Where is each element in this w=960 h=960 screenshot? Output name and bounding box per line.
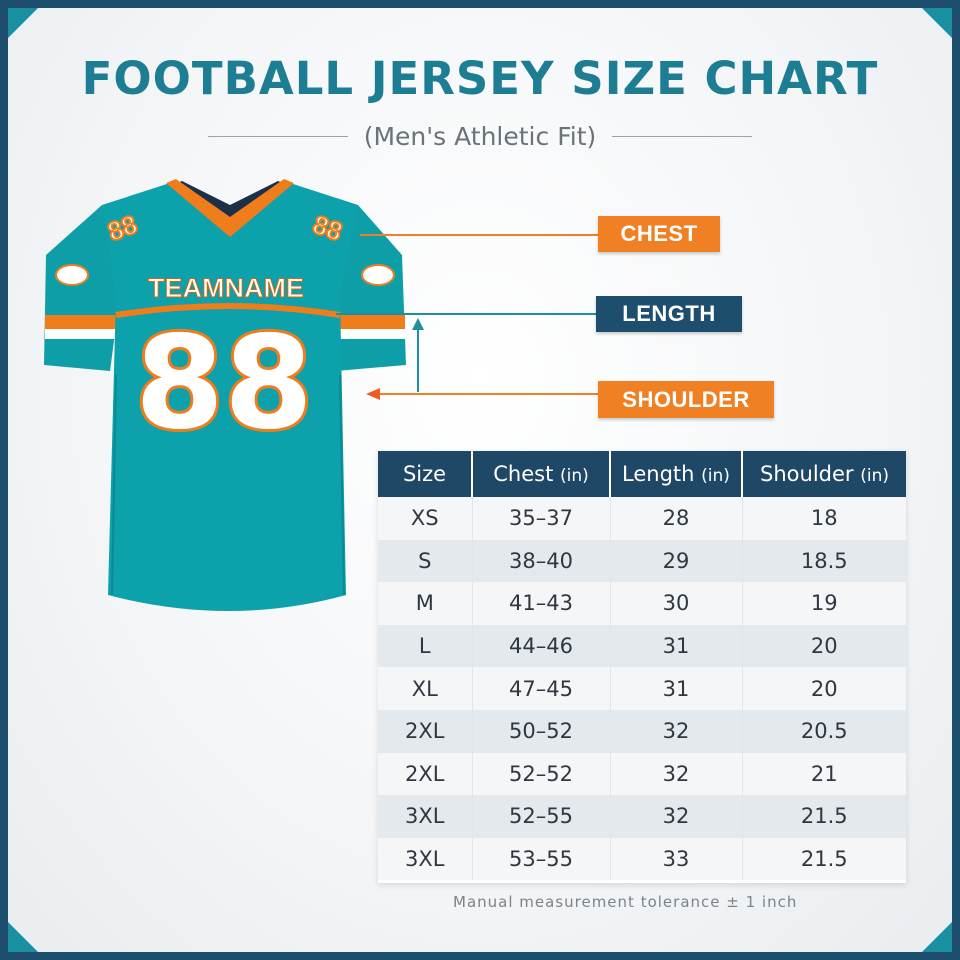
header-length: Length (in): [610, 451, 743, 497]
subtitle-row: (Men's Athletic Fit): [0, 118, 960, 154]
shoulder-label: SHOULDER: [598, 381, 774, 418]
collar-inner: [172, 181, 288, 221]
right-sleeve-logo: [361, 264, 395, 286]
cell-chest: 35–37: [472, 497, 611, 540]
cell-size: M: [378, 582, 473, 625]
page-title: FOOTBALL JERSEY SIZE CHART: [81, 52, 879, 105]
yoke-trim: [115, 303, 341, 318]
side-seam-right: [339, 374, 345, 596]
left-sleeve-stripe-white: [45, 329, 117, 339]
jersey-front-number: 88: [135, 309, 313, 458]
size-table-container: Size Chest (in) Length (in) Shoulder (in…: [378, 451, 906, 883]
table-row: XL 47–45 31 20: [378, 667, 906, 710]
cell-chest: 50–52: [472, 709, 611, 753]
table-row: M 41–43 30 19: [378, 582, 906, 625]
chest-label: CHEST: [598, 216, 720, 252]
shoulder-arrow-icon: [366, 388, 598, 400]
cell-shoulder: 21.5: [742, 795, 906, 838]
cell-size: L: [378, 624, 473, 668]
cell-shoulder: 21.5: [742, 837, 906, 881]
cell-shoulder: 18: [742, 497, 906, 540]
cell-chest: 38–40: [472, 539, 611, 583]
cell-size: 2XL: [378, 752, 473, 796]
table-row: 2XL 50–52 32 20.5: [378, 709, 906, 753]
length-label: LENGTH: [596, 296, 742, 332]
cell-length: 32: [610, 795, 743, 838]
corner-accent-bottom-left: [8, 922, 38, 952]
cell-length: 30: [610, 582, 743, 625]
corner-accent-top-left: [8, 8, 38, 38]
table-header-row: Size Chest (in) Length (in) Shoulder (in…: [378, 451, 906, 497]
corner-accent-top-right: [922, 8, 952, 38]
cell-length: 28: [610, 497, 743, 540]
cell-shoulder: 20: [742, 667, 906, 710]
cell-size: S: [378, 539, 473, 583]
table-row: L 44–46 31 20: [378, 624, 906, 668]
table-row: 3XL 53–55 33 21.5: [378, 837, 906, 881]
left-sleeve-logo: [55, 264, 89, 286]
header-shoulder: Shoulder (in): [742, 451, 906, 497]
right-sleeve-stripe-white: [333, 329, 405, 339]
chest-pointer-line: [360, 234, 598, 236]
cell-chest: 47–45: [472, 667, 611, 710]
cell-chest: 52–52: [472, 752, 611, 796]
jersey-body: [102, 183, 358, 611]
subtitle-divider-left: [207, 135, 348, 137]
jersey-illustration: 88 88 TEAMNAME 88: [44, 179, 406, 611]
length-pointer-line: [336, 313, 598, 315]
jersey-team-name: TEAMNAME: [148, 273, 304, 303]
cell-shoulder: 21: [742, 752, 906, 796]
header-chest: Chest (in): [472, 451, 611, 497]
cell-length: 32: [610, 752, 743, 796]
cell-length: 31: [610, 667, 743, 710]
cell-size: 2XL: [378, 709, 473, 753]
side-seam-left: [111, 374, 117, 596]
page-subtitle: (Men's Athletic Fit): [363, 121, 597, 151]
collar: [166, 179, 294, 237]
cell-size: XS: [378, 497, 473, 540]
tolerance-note: Manual measurement tolerance ± 1 inch: [453, 893, 798, 911]
table-row: 3XL 52–55 32 21.5: [378, 795, 906, 838]
cell-length: 33: [610, 837, 743, 881]
cell-size: 3XL: [378, 837, 473, 881]
cell-length: 29: [610, 539, 743, 583]
subtitle-divider-right: [612, 135, 753, 137]
table-row: 2XL 52–52 32 21: [378, 752, 906, 796]
cell-size: XL: [378, 667, 473, 710]
cell-shoulder: 18.5: [742, 539, 906, 583]
cell-chest: 41–43: [472, 582, 611, 625]
table-row: XS 35–37 28 18: [378, 497, 906, 540]
table-row: S 38–40 29 18.5: [378, 539, 906, 583]
right-sleeve-stripe-orange: [333, 315, 405, 329]
cell-length: 31: [610, 624, 743, 668]
cell-chest: 53–55: [472, 837, 611, 881]
left-sleeve-stripe-orange: [45, 315, 117, 329]
size-table: Size Chest (in) Length (in) Shoulder (in…: [378, 451, 906, 881]
header-size: Size: [378, 451, 473, 497]
cell-length: 32: [610, 709, 743, 753]
corner-accent-bottom-right: [922, 922, 952, 952]
length-arrow-icon: [412, 318, 424, 392]
cell-size: 3XL: [378, 795, 473, 838]
cell-chest: 44–46: [472, 624, 611, 668]
cell-chest: 52–55: [472, 795, 611, 838]
cell-shoulder: 20.5: [742, 709, 906, 753]
cell-shoulder: 20: [742, 624, 906, 668]
cell-shoulder: 19: [742, 582, 906, 625]
